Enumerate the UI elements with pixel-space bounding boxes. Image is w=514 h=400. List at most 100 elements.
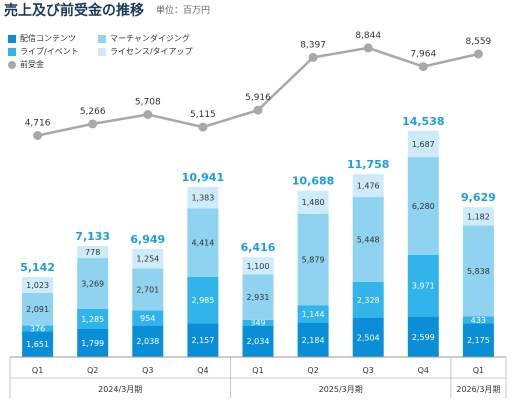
- chart-title: 売上及び前受金の推移: [4, 3, 144, 19]
- advance-received-point-1: [88, 119, 98, 129]
- total-label-0: 5,142: [20, 261, 55, 274]
- segment-label-0-6: 2,504: [357, 334, 380, 343]
- group-label-2: 2026/3月期: [456, 385, 500, 394]
- segment-label-2-2: 2,701: [136, 285, 159, 294]
- bar-segment-2-6: [352, 197, 384, 282]
- advance-received-label-8: 8,559: [466, 37, 492, 47]
- legend-item-live-event: ライブ/イベント: [8, 46, 79, 57]
- segment-label-1-8: 433: [471, 316, 486, 325]
- x-tick-label-2: Q3: [142, 366, 153, 375]
- bar-segment-1-4: [242, 319, 274, 326]
- bar-segment-0-0: [22, 331, 54, 357]
- advance-received-point-4: [253, 105, 263, 115]
- bar-segment-1-8: [462, 316, 494, 324]
- legend-label-live-event: ライブ/イベント: [20, 47, 79, 56]
- x-tick-label-7: Q4: [418, 366, 429, 375]
- bar-segment-1-6: [352, 281, 384, 318]
- bar-segment-2-2: [132, 268, 164, 311]
- segment-label-2-4: 2,931: [247, 293, 270, 302]
- bar-segment-0-6: [352, 318, 384, 357]
- unit-label: 単位：百万円: [156, 6, 211, 16]
- bar-segment-2-3: [187, 208, 219, 277]
- bar-segment-3-2: [132, 248, 164, 269]
- segment-label-3-8: 1,182: [467, 212, 490, 221]
- segment-label-0-5: 2,184: [302, 336, 325, 345]
- bar-segment-2-4: [242, 274, 274, 320]
- bar-segment-0-5: [297, 323, 329, 357]
- total-label-7: 14,538: [402, 115, 444, 128]
- segment-label-2-1: 3,269: [81, 280, 104, 289]
- segment-label-0-3: 2,157: [191, 336, 214, 345]
- legend-item-merchandising: マーチャンダイジング: [98, 33, 190, 44]
- bar-segment-2-5: [297, 213, 329, 306]
- bar-segment-3-4: [242, 257, 274, 275]
- bar-segment-1-1: [77, 309, 109, 329]
- segment-label-0-0: 1,651: [26, 340, 49, 349]
- segment-label-0-2: 2,038: [136, 337, 159, 346]
- legend-item-license: ライセンス/タイアップ: [98, 46, 193, 57]
- bar-segment-3-5: [297, 190, 329, 214]
- bar-segment-1-5: [297, 305, 329, 323]
- segment-label-2-0: 2,091: [26, 305, 49, 314]
- total-label-3: 10,941: [182, 171, 224, 184]
- segment-label-0-4: 2,034: [247, 337, 270, 346]
- legend-label-license: ライセンス/タイアップ: [110, 47, 193, 56]
- segment-label-3-7: 1,687: [412, 140, 435, 149]
- segment-label-2-7: 6,280: [412, 202, 435, 211]
- segment-label-1-0: 376: [30, 324, 45, 333]
- segment-label-3-3: 1,383: [191, 194, 214, 203]
- bar-segment-3-0: [22, 277, 54, 293]
- bar-segment-1-2: [132, 310, 164, 326]
- bar-segment-3-3: [187, 186, 219, 209]
- total-label-5: 10,688: [292, 175, 334, 188]
- total-label-2: 6,949: [130, 233, 165, 246]
- bar-segment-2-8: [462, 225, 494, 317]
- segment-label-0-7: 2,599: [412, 333, 435, 342]
- segment-label-3-1: 778: [85, 248, 100, 257]
- segment-label-2-6: 5,448: [357, 235, 380, 244]
- segment-label-0-8: 2,175: [467, 336, 490, 345]
- segment-label-1-6: 2,328: [357, 296, 380, 305]
- x-tick-label-6: Q3: [363, 366, 374, 375]
- x-tick-label-3: Q4: [197, 366, 208, 375]
- advance-received-point-8: [473, 49, 483, 59]
- bar-segment-2-7: [407, 157, 439, 255]
- group-label-1: 2025/3月期: [319, 385, 363, 394]
- segment-label-1-2: 954: [140, 314, 155, 323]
- bar-segment-1-7: [407, 254, 439, 317]
- x-tick-label-0: Q1: [32, 366, 43, 375]
- total-label-6: 11,758: [347, 158, 389, 171]
- advance-received-label-3: 5,115: [190, 110, 216, 120]
- advance-received-label-1: 5,266: [80, 107, 106, 117]
- segment-label-2-3: 4,414: [191, 239, 214, 248]
- segment-label-3-0: 1,023: [26, 281, 49, 290]
- legend-label-streaming: 配信コンテンツ: [20, 34, 76, 43]
- x-tick-label-8: Q1: [473, 366, 484, 375]
- legend-item-streaming: 配信コンテンツ: [8, 33, 76, 44]
- bar-segment-3-1: [77, 246, 109, 259]
- bar-segment-0-2: [132, 325, 164, 357]
- bar-segment-2-1: [77, 258, 109, 309]
- x-tick-label-5: Q2: [307, 366, 318, 375]
- bar-segment-0-1: [77, 329, 109, 357]
- x-tick-label-4: Q1: [252, 366, 263, 375]
- total-label-1: 7,133: [75, 230, 110, 243]
- segment-label-1-7: 3,971: [412, 282, 435, 291]
- segment-label-1-1: 1,285: [81, 315, 104, 324]
- legend-label-merchandising: マーチャンダイジング: [110, 34, 190, 43]
- bar-segment-3-7: [407, 130, 439, 157]
- advance-received-label-6: 8,844: [355, 31, 381, 41]
- legend-swatch-live-event: [8, 47, 16, 56]
- legend-swatch-merchandising: [98, 34, 106, 43]
- bar-segment-2-0: [22, 292, 54, 326]
- bar-segment-0-8: [462, 323, 494, 357]
- advance-received-point-5: [308, 52, 318, 62]
- bar-segment-3-8: [462, 207, 494, 226]
- segment-label-3-6: 1,476: [357, 182, 380, 191]
- segment-label-3-2: 1,254: [136, 255, 159, 264]
- x-tick-label-1: Q2: [87, 366, 98, 375]
- bar-segment-3-6: [352, 174, 384, 198]
- segment-label-3-4: 1,100: [247, 262, 270, 271]
- legend-item-advance-received: 前受金: [8, 59, 44, 70]
